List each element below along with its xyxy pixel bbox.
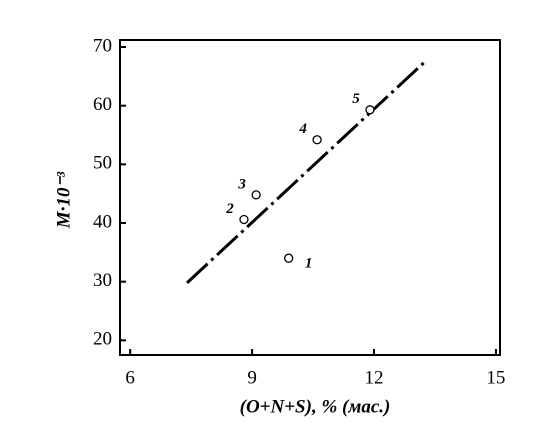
point-label: 5: [352, 91, 360, 107]
x-tick-label: 12: [365, 367, 384, 388]
y-tick-label: 20: [93, 329, 112, 350]
point-label: 2: [225, 201, 234, 217]
data-point: [284, 253, 294, 263]
data-point: [239, 214, 249, 225]
y-tick-label: 40: [93, 211, 112, 232]
x-tick-label: 15: [486, 367, 505, 388]
data-point: [251, 190, 261, 200]
data-point: [312, 135, 322, 145]
x-tick-label: 6: [125, 367, 135, 388]
y-axis-label: M·10⁻³: [53, 172, 74, 230]
fit-line: [186, 58, 428, 284]
x-tick-label: 9: [247, 367, 257, 388]
plot-frame: [119, 39, 501, 356]
x-axis-label: (O+N+S), % (мас.): [240, 396, 391, 417]
point-label: 1: [305, 256, 313, 272]
point-label: 3: [237, 176, 246, 192]
y-tick-label: 50: [93, 153, 112, 174]
y-tick-label: 70: [93, 35, 112, 56]
data-point: [365, 105, 375, 115]
y-tick-label: 30: [93, 270, 112, 291]
point-label: 4: [298, 121, 307, 137]
y-tick-label: 60: [93, 94, 112, 115]
